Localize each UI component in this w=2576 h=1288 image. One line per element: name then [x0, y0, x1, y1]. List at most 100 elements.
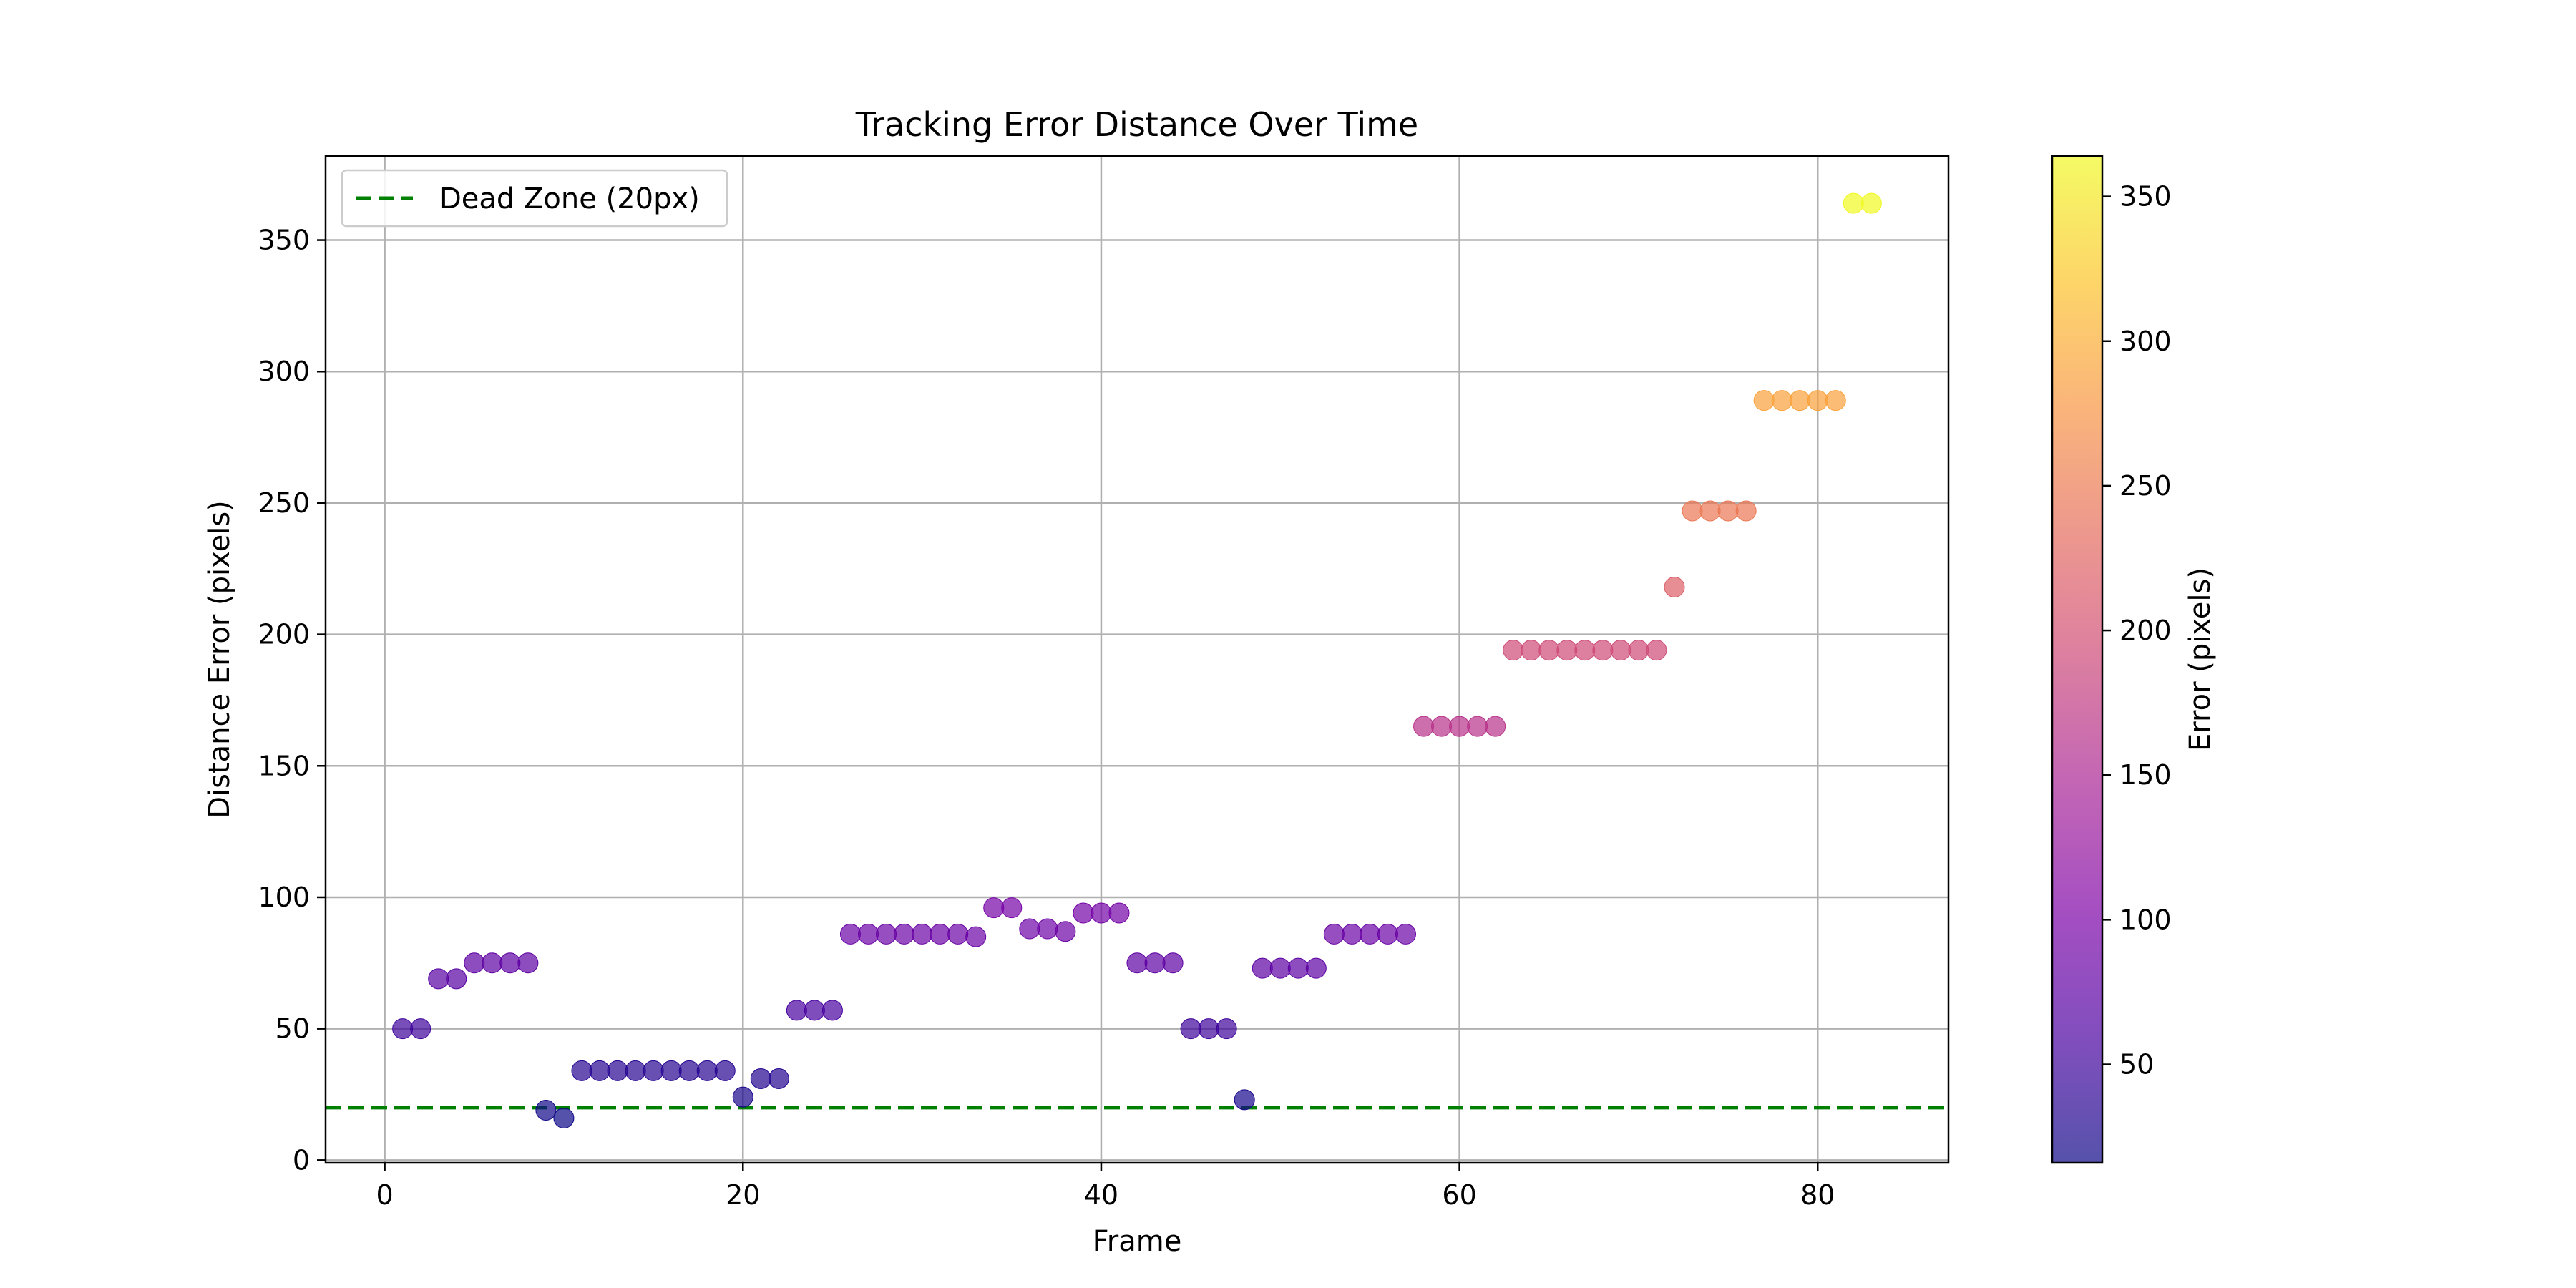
scatter-point: [1144, 952, 1166, 974]
scatter-point: [1592, 640, 1614, 661]
x-tick-label: 60: [1442, 1179, 1476, 1211]
x-axis-label: Frame: [1093, 1225, 1182, 1258]
scatter-point: [589, 1060, 610, 1081]
scatter-point: [768, 1068, 789, 1089]
scatter-point: [553, 1108, 575, 1129]
legend-box: [341, 169, 728, 228]
scatter-point: [410, 1018, 431, 1040]
scatter-point: [1359, 923, 1380, 945]
scatter-point: [714, 1060, 736, 1081]
scatter-point: [392, 1018, 414, 1040]
scatter-point: [821, 1000, 843, 1021]
colorbar-tick-label: 100: [2119, 904, 2172, 935]
scatter-point: [1073, 902, 1094, 924]
colorbar-gradient: [2052, 156, 2102, 1163]
scatter-point: [1287, 957, 1309, 979]
scatter-point: [1503, 640, 1524, 661]
scatter-point: [1216, 1018, 1237, 1040]
y-tick-label: 0: [293, 1144, 310, 1176]
scatter-point: [876, 923, 897, 945]
scatter-point: [499, 952, 521, 974]
scatter-point: [1556, 640, 1578, 661]
scatter-point: [1198, 1018, 1219, 1040]
scatter-point: [965, 926, 987, 947]
scatter-point: [1413, 716, 1435, 737]
scatter-point: [1001, 897, 1023, 919]
scatter-point: [1252, 957, 1273, 979]
scatter-point: [535, 1100, 557, 1121]
scatter-point: [696, 1060, 718, 1081]
x-tick-label: 20: [726, 1179, 760, 1211]
x-tick-label: 0: [376, 1179, 394, 1211]
scatter-point: [750, 1068, 771, 1089]
scatter-point: [1341, 923, 1362, 945]
y-tick-label: 200: [258, 619, 310, 650]
scatter-point: [1807, 390, 1828, 411]
axis-ticks: 0 20 40 60 80 0 50 100 150 200 250 300 350: [258, 225, 1835, 1211]
scatter-point: [1449, 716, 1470, 737]
scatter-point: [1323, 923, 1345, 945]
scatter-point: [1431, 716, 1453, 737]
scatter-point: [625, 1060, 646, 1081]
y-tick-label: 250: [258, 487, 310, 519]
scatter-point: [1395, 923, 1416, 945]
scatter-point: [858, 923, 879, 945]
y-tick-label: 350: [258, 225, 310, 256]
y-tick-label: 100: [258, 882, 310, 913]
scatter-point: [1377, 923, 1398, 945]
scatter-point: [446, 968, 467, 990]
scatter-point: [1037, 918, 1058, 940]
scatter-point: [804, 1000, 825, 1021]
scatter-point: [678, 1060, 700, 1081]
scatter-point: [1269, 957, 1291, 979]
scatter-point: [1789, 390, 1810, 411]
scatter-point: [1699, 500, 1721, 522]
scatter-point: [786, 1000, 807, 1021]
legend: Dead Zone (20px): [341, 169, 728, 228]
scatter-point: [1234, 1089, 1255, 1111]
scatter-point: [1628, 640, 1649, 661]
scatter-point: [1753, 390, 1775, 411]
scatter-point: [732, 1086, 753, 1108]
scatter-point: [1538, 640, 1560, 661]
scatter-point: [894, 923, 915, 945]
scatter-point: [1485, 716, 1506, 737]
x-tick-label: 80: [1800, 1179, 1835, 1211]
scatter-point: [1735, 500, 1757, 522]
x-tick-label: 40: [1084, 1179, 1118, 1211]
colorbar-frame: [2051, 155, 2104, 1164]
scatter-point: [660, 1060, 682, 1081]
scatter-point: [1825, 390, 1846, 411]
scatter-point: [1717, 500, 1739, 522]
scatter-point: [428, 968, 449, 990]
chart-title: Tracking Error Distance Over Time: [855, 105, 1418, 144]
scatter-point: [1180, 1018, 1201, 1040]
scatter-point: [643, 1060, 664, 1081]
y-axis-label: Distance Error (pixels): [203, 500, 236, 819]
scatter-point: [1126, 952, 1148, 974]
scatter-point: [1664, 576, 1685, 597]
scatter-point: [1610, 640, 1631, 661]
colorbar-tick-label: 150: [2119, 759, 2172, 791]
scatter-point: [947, 923, 969, 945]
scatter-point: [1091, 902, 1112, 924]
scatter-point: [1843, 192, 1864, 214]
colorbar: 50 100 150 200 250 300 350 Error (pixels): [2051, 155, 2217, 1164]
scatter-point: [1019, 918, 1040, 940]
scatter-point: [1574, 640, 1596, 661]
scatter-point: [1646, 640, 1667, 661]
y-tick-label: 300: [258, 356, 310, 387]
scatter-points: [392, 192, 1882, 1129]
colorbar-label: Error (pixels): [2184, 567, 2217, 751]
scatter-point: [983, 897, 1005, 919]
colorbar-tick-label: 200: [2119, 615, 2172, 646]
scatter-point: [1108, 902, 1130, 924]
scatter-point: [1682, 500, 1703, 522]
colorbar-ticks: 50 100 150 200 250 300 350: [2102, 181, 2172, 1080]
plot-area: [324, 155, 1950, 1164]
scatter-point: [1162, 952, 1184, 974]
scatter-point: [839, 923, 861, 945]
colorbar-tick-label: 250: [2119, 470, 2172, 502]
scatter-point: [607, 1060, 628, 1081]
scatter-point: [1521, 640, 1542, 661]
